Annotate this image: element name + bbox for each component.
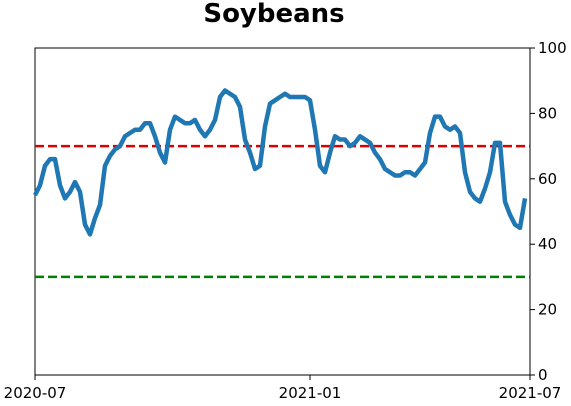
y-tick-label: 80 (538, 104, 557, 122)
x-tick-label: 2020-07 (4, 384, 67, 402)
x-tick-label: 2021-07 (499, 384, 562, 402)
y-tick-label: 40 (538, 235, 557, 253)
y-tick-label: 60 (538, 170, 557, 188)
chart-title: Soybeans (203, 0, 344, 29)
y-tick-label: 100 (538, 39, 567, 57)
x-tick-label: 2021-01 (279, 384, 342, 402)
y-tick-label: 20 (538, 301, 557, 319)
y-tick-label: 0 (538, 366, 548, 384)
plot-frame (34, 47, 531, 376)
data-line (32, 88, 528, 237)
